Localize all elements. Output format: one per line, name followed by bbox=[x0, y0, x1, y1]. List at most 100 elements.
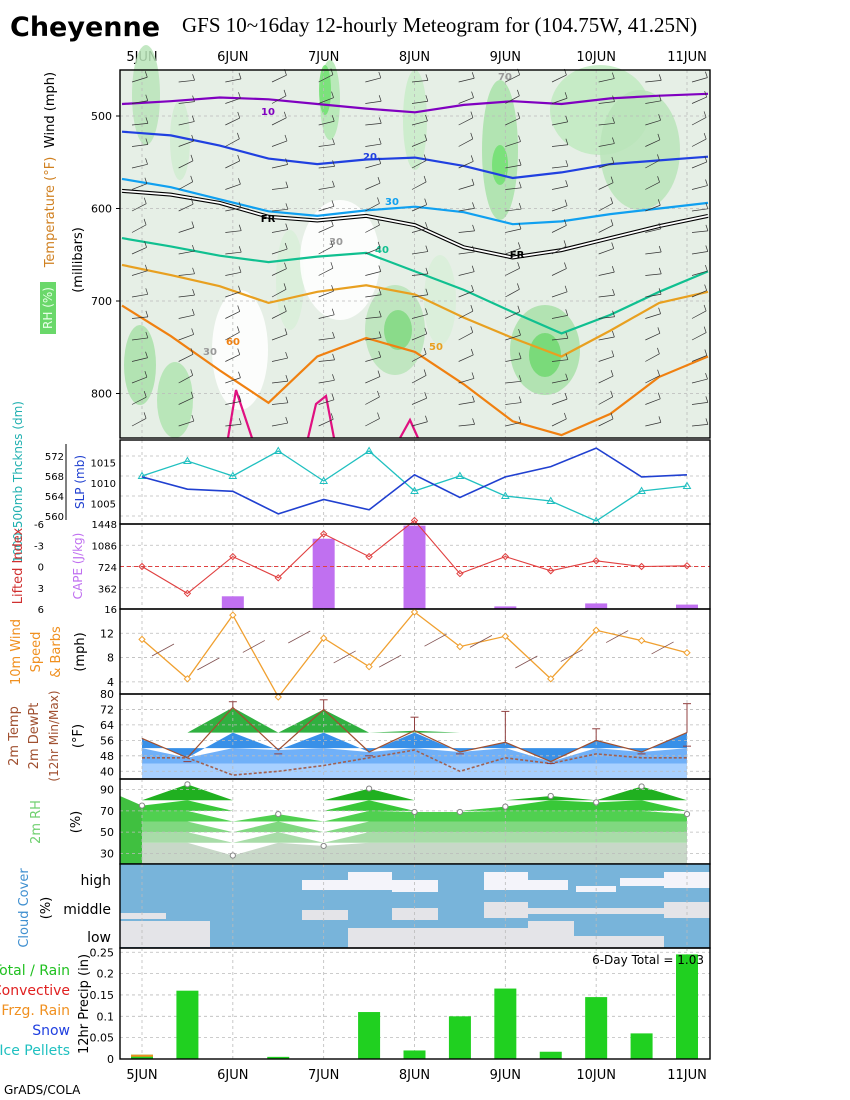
rh-point bbox=[275, 810, 282, 818]
date-label: 10JUN bbox=[576, 50, 616, 65]
wind-barb bbox=[178, 334, 194, 341]
lifted-index-point bbox=[456, 569, 464, 578]
rh-shading bbox=[529, 333, 561, 377]
precip-legend-item: Ice Pellets bbox=[0, 1043, 70, 1059]
wind-barb bbox=[458, 290, 474, 298]
wind-barb bbox=[144, 177, 148, 184]
wind-barb bbox=[144, 241, 147, 248]
tick-label: 0.1 bbox=[97, 1010, 115, 1023]
wind-barb bbox=[518, 222, 522, 230]
cloud-axis-label: Cloud Cover bbox=[17, 868, 32, 948]
tick-label: 80 bbox=[100, 688, 114, 701]
wind-barb bbox=[131, 224, 147, 233]
thickness-point bbox=[500, 491, 510, 499]
tick-label: 6 bbox=[38, 605, 44, 616]
contour-label: 50 bbox=[429, 342, 443, 353]
wind-barb bbox=[411, 120, 428, 126]
wind-barb bbox=[178, 250, 195, 255]
wind-barb bbox=[658, 416, 662, 423]
wind-barb bbox=[285, 374, 289, 382]
temp-70-line bbox=[306, 394, 336, 439]
wind-barb bbox=[505, 311, 520, 319]
cape-bar bbox=[221, 596, 244, 609]
wind-barb bbox=[691, 96, 707, 104]
wind-barb bbox=[704, 349, 708, 356]
wind-barb bbox=[517, 242, 521, 249]
wind-barb bbox=[612, 330, 615, 338]
wind-barb bbox=[365, 376, 381, 384]
wind-barb bbox=[564, 393, 568, 400]
wind-barb bbox=[505, 422, 522, 427]
thickness-point bbox=[455, 471, 465, 479]
lifted-index-point bbox=[501, 552, 510, 561]
wind-barb bbox=[178, 397, 194, 405]
wind-barb bbox=[238, 178, 241, 185]
wind10-axis-label: 10m Wind bbox=[9, 619, 24, 685]
temp-axis-label: 2m Temp bbox=[7, 706, 22, 766]
contour-label: FR bbox=[261, 214, 276, 225]
wind-barb bbox=[505, 208, 522, 212]
wind-barb bbox=[178, 273, 195, 276]
thickness-line bbox=[141, 450, 688, 522]
cape-bar bbox=[403, 525, 426, 609]
wind-barb bbox=[658, 307, 661, 314]
wind-barb bbox=[318, 186, 335, 190]
wind-barb bbox=[471, 265, 475, 272]
thickness-point bbox=[637, 486, 646, 494]
wind-barb bbox=[330, 240, 334, 247]
wind-barb bbox=[658, 74, 662, 81]
date-label: 8JUN bbox=[399, 1068, 430, 1083]
wind-barb bbox=[551, 185, 568, 190]
rh-band bbox=[142, 800, 687, 811]
wind-barb bbox=[518, 352, 522, 359]
wind-barb bbox=[518, 135, 521, 142]
contour-label: 30 bbox=[385, 197, 399, 208]
wind-barb bbox=[237, 111, 241, 119]
wind-barb bbox=[331, 308, 335, 315]
contour-label: 60 bbox=[226, 337, 240, 348]
wind-barb bbox=[703, 132, 707, 140]
wind-barb bbox=[131, 316, 148, 319]
wind-barb bbox=[283, 305, 287, 312]
wind-speed-point bbox=[547, 675, 555, 683]
wind-speed-point bbox=[183, 675, 192, 683]
tick-label: 800 bbox=[91, 388, 112, 401]
wind-barb bbox=[377, 218, 380, 226]
wind-barb bbox=[458, 161, 474, 169]
wind-barb bbox=[178, 121, 195, 126]
wind-barb bbox=[144, 264, 148, 271]
wind-barb bbox=[271, 311, 287, 319]
wind-barb bbox=[565, 373, 568, 380]
wind-barb bbox=[565, 160, 569, 167]
wind-barb bbox=[378, 288, 382, 295]
rh-band bbox=[142, 821, 687, 833]
wind-barb bbox=[131, 144, 148, 147]
wind-barb bbox=[284, 242, 288, 250]
date-label: 11JUN bbox=[667, 50, 707, 65]
temp-60-line bbox=[121, 304, 709, 437]
wind-barb bbox=[377, 412, 380, 419]
wind-barb bbox=[505, 74, 520, 83]
wind-barb bbox=[178, 101, 195, 104]
wind-barb bbox=[190, 175, 194, 182]
tick-label: 1448 bbox=[92, 520, 117, 531]
precip-bar bbox=[358, 1012, 381, 1059]
contour-label: FR bbox=[510, 250, 525, 261]
wind-barb bbox=[645, 293, 662, 298]
wind-barb bbox=[191, 134, 195, 142]
wind-barb bbox=[365, 316, 382, 319]
dewpt-axis-label: 2m DewPt bbox=[27, 703, 42, 770]
wind-barb bbox=[237, 132, 240, 139]
rh-point bbox=[229, 852, 236, 859]
wind-barb bbox=[178, 140, 194, 147]
wind-barb bbox=[411, 353, 427, 362]
precip-total: 6-Day Total = 1.03 bbox=[592, 953, 704, 967]
tick-label: 568 bbox=[45, 472, 64, 483]
freezing-level-inner bbox=[121, 190, 709, 259]
thickness-point bbox=[546, 496, 556, 504]
wind-barb bbox=[612, 310, 615, 317]
wind-barb bbox=[551, 398, 568, 405]
temp-band bbox=[142, 732, 687, 762]
wind-barb bbox=[691, 230, 708, 233]
wind-barb bbox=[378, 157, 382, 164]
